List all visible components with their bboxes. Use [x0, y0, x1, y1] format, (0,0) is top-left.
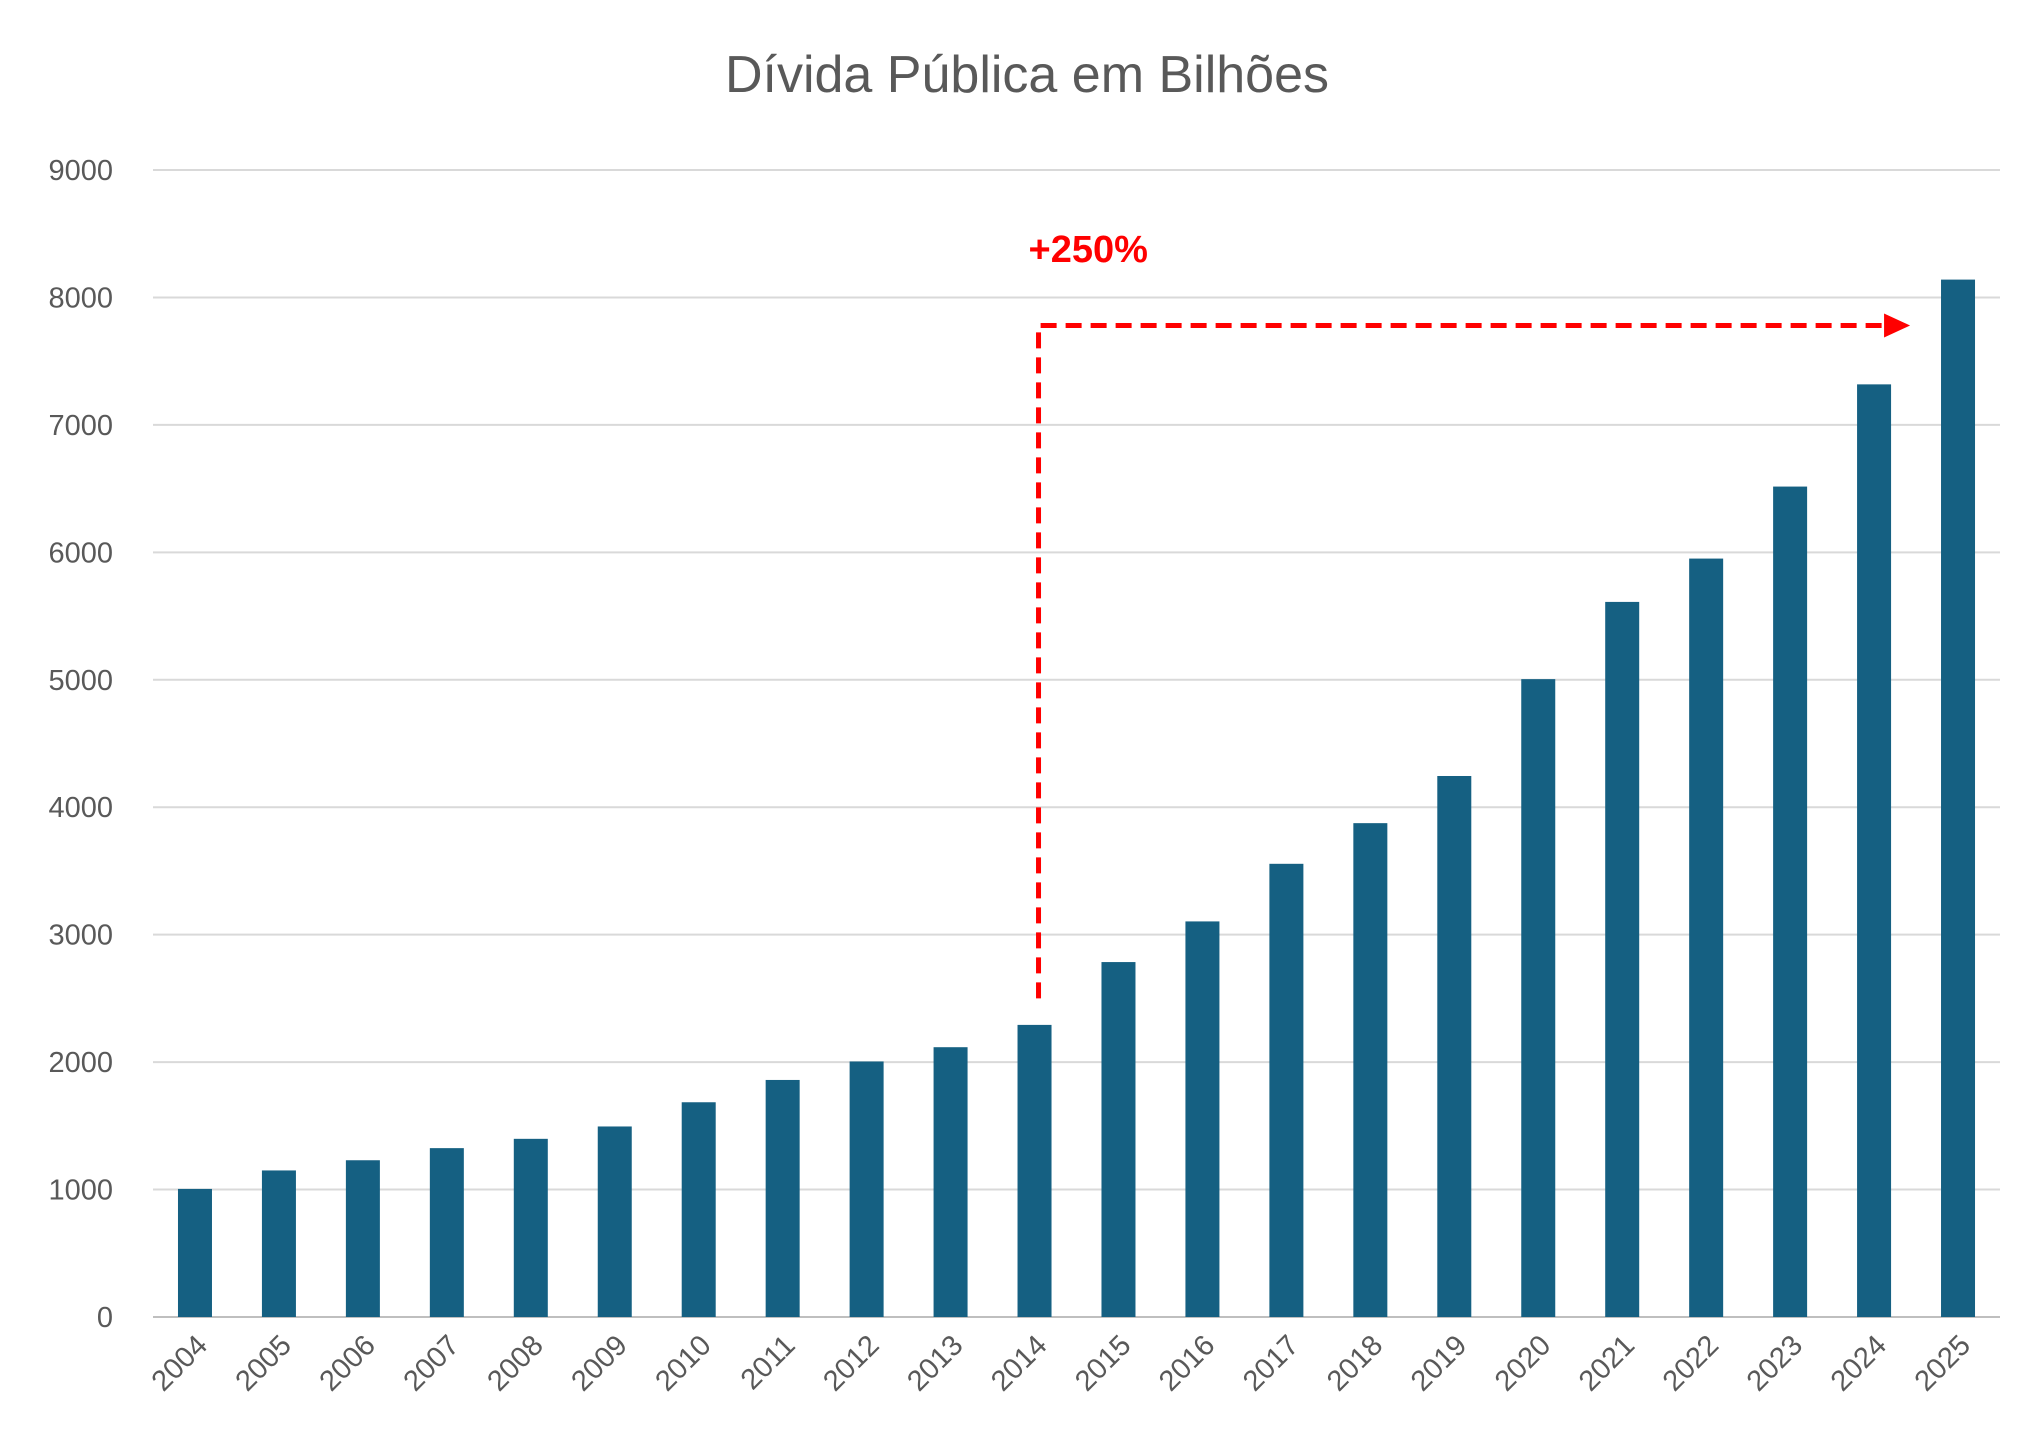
- y-tick-label: 1000: [48, 1175, 113, 1207]
- x-tick-label: 2013: [901, 1329, 969, 1397]
- x-tick-label: 2008: [481, 1329, 549, 1397]
- bar-2016: [1185, 921, 1220, 1317]
- bar-2025: [1941, 279, 1976, 1317]
- x-tick-label: 2011: [735, 1329, 802, 1396]
- y-tick-label: 6000: [48, 537, 113, 569]
- bar-2024: [1857, 384, 1892, 1317]
- bar-2011: [765, 1079, 800, 1317]
- x-tick-label: 2023: [1741, 1329, 1809, 1397]
- y-tick-label: 9000: [48, 155, 113, 187]
- x-axis: 2004 2005 2006 2007 2008 2009 2010 2011 2012 2013…: [146, 1329, 1977, 1397]
- bar-2018: [1353, 823, 1388, 1317]
- bar-2007: [429, 1148, 464, 1317]
- bar-2005: [261, 1170, 296, 1317]
- x-tick-label: 2006: [314, 1329, 382, 1397]
- x-tick-label: 2024: [1825, 1329, 1893, 1397]
- y-tick-label: 7000: [48, 410, 113, 442]
- growth-annotation: +250%: [1029, 229, 1911, 999]
- y-axis: 0 1000 2000 3000 4000 5000 6000 7000 8000 9000: [48, 155, 113, 1334]
- y-tick-label: 3000: [48, 920, 113, 952]
- bar-2023: [1773, 486, 1808, 1317]
- bar-2021: [1605, 601, 1640, 1317]
- bar-2019: [1437, 775, 1472, 1317]
- x-tick-label: 2009: [565, 1329, 633, 1397]
- bar-2015: [1101, 962, 1136, 1317]
- y-tick-label: 8000: [48, 282, 113, 314]
- annotation-dashed-line: [1036, 322, 1885, 999]
- x-tick-label: 2017: [1237, 1329, 1305, 1397]
- x-tick-label: 2018: [1321, 1329, 1389, 1397]
- bar-2006: [345, 1160, 380, 1317]
- x-tick-label: 2015: [1069, 1329, 1137, 1397]
- x-tick-label: 2012: [817, 1329, 885, 1397]
- x-tick-label: 2025: [1909, 1329, 1977, 1397]
- x-tick-label: 2004: [146, 1329, 214, 1397]
- x-tick-label: 2020: [1489, 1329, 1557, 1397]
- x-tick-label: 2021: [1573, 1329, 1641, 1397]
- x-tick-label: 2014: [985, 1329, 1053, 1397]
- y-tick-label: 2000: [48, 1047, 113, 1079]
- bar-2017: [1269, 863, 1304, 1317]
- bar-2009: [597, 1126, 632, 1317]
- bar-2022: [1689, 558, 1724, 1317]
- x-tick-label: 2005: [230, 1329, 298, 1397]
- bars: [177, 279, 1976, 1317]
- bar-2012: [849, 1061, 884, 1317]
- bar-2008: [513, 1138, 548, 1317]
- bar-2020: [1521, 679, 1556, 1317]
- bar-2010: [681, 1102, 716, 1317]
- y-tick-label: 4000: [48, 792, 113, 824]
- bar-2014: [1017, 1024, 1052, 1317]
- bar-2013: [933, 1047, 968, 1317]
- y-tick-label: 5000: [48, 665, 113, 697]
- y-tick-label: 0: [97, 1302, 113, 1334]
- x-tick-label: 2019: [1405, 1329, 1473, 1397]
- bar-2004: [177, 1188, 212, 1317]
- x-tick-label: 2022: [1657, 1329, 1725, 1397]
- arrowhead-icon: [1884, 313, 1911, 338]
- chart-title: Dívida Pública em Bilhões: [725, 46, 1329, 104]
- x-tick-label: 2007: [398, 1329, 466, 1397]
- annotation-label: +250%: [1029, 229, 1148, 271]
- x-tick-label: 2010: [649, 1329, 717, 1397]
- x-tick-label: 2016: [1153, 1329, 1221, 1397]
